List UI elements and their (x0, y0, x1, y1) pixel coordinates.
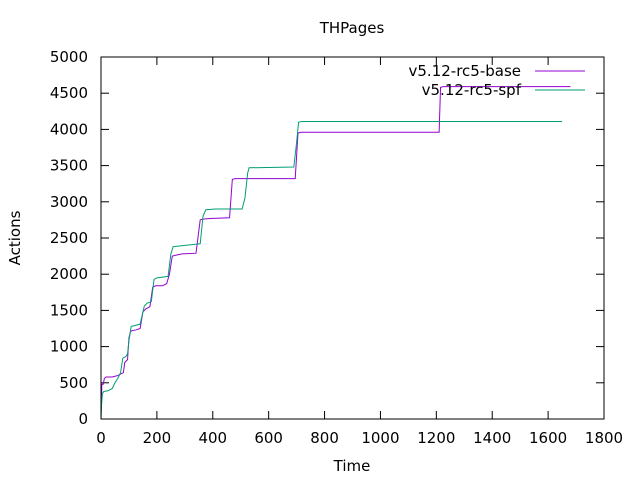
y-tick-label: 4000 (50, 120, 88, 138)
x-axis-label: Time (333, 457, 371, 475)
x-tick-label: 800 (310, 429, 339, 447)
y-tick-label: 2500 (50, 229, 88, 247)
x-tick-label: 1800 (585, 429, 623, 447)
x-tick-label: 0 (96, 429, 106, 447)
x-tick-label: 1200 (417, 429, 455, 447)
legend-label: v5.12-rc5-spf (422, 81, 522, 99)
y-tick-label: 4500 (50, 84, 88, 102)
y-tick-label: 0 (78, 410, 88, 428)
y-tick-label: 1000 (50, 338, 88, 356)
y-tick-labels: 0 500 1000 1500 2000 2500 3000 3500 4000 4500 5000 (50, 48, 88, 428)
y-tick-label: 2000 (50, 265, 88, 283)
y-tick-label: 5000 (50, 48, 88, 66)
x-tick-label: 1600 (529, 429, 567, 447)
y-axis-label: Actions (6, 210, 24, 265)
x-tick-labels: 0 200 400 600 800 1000 1200 1400 1600 1800 (96, 429, 623, 447)
x-tick-label: 1400 (473, 429, 511, 447)
x-tick-label: 600 (254, 429, 283, 447)
y-tick-label: 1500 (50, 301, 88, 319)
series-line-v5.12-rc5-spf (100, 120, 563, 420)
x-tick-label: 400 (198, 429, 227, 447)
y-tick-label: 500 (59, 374, 88, 392)
tick-marks (100, 56, 605, 420)
x-tick-label: 1000 (361, 429, 399, 447)
plot-frame (100, 56, 605, 420)
chart-title: THPages (319, 19, 385, 37)
x-tick-label: 200 (143, 429, 172, 447)
legend-label: v5.12-rc5-base (409, 62, 522, 80)
y-tick-label: 3500 (50, 157, 88, 175)
series-line-v5.12-rc5-base (100, 86, 571, 420)
y-tick-label: 3000 (50, 193, 88, 211)
series-lines (100, 86, 571, 420)
